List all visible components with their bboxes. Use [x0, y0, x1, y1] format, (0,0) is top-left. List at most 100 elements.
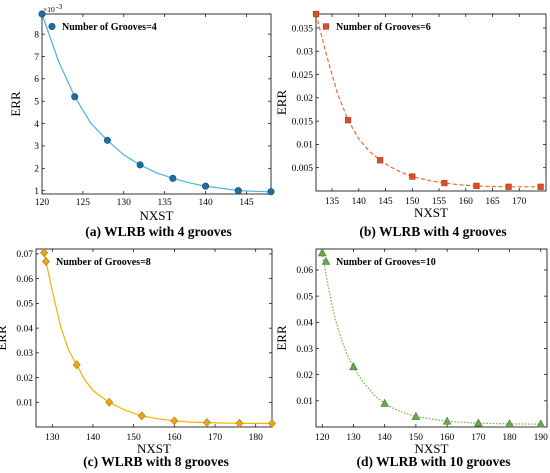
y-axis-label: ERR [274, 325, 289, 351]
y-tick-label: 0.01 [296, 141, 313, 151]
data-point [103, 136, 111, 144]
data-point [474, 418, 483, 427]
x-tick-label: 140 [352, 197, 367, 207]
x-axis-label: NXST [414, 205, 448, 220]
y-tick-label: 0.06 [296, 266, 313, 276]
x-tick-label: 130 [45, 433, 60, 443]
x-tick-label: 130 [117, 198, 132, 208]
x-tick-label: 135 [325, 197, 340, 207]
y-tick-label: 0.02 [296, 94, 313, 104]
y-tick-label: 0.03 [296, 48, 313, 58]
y-axis-label: ERR [274, 90, 289, 116]
data-point [411, 411, 421, 420]
plot-frame [35, 248, 273, 428]
series-1 [317, 248, 546, 428]
y-tick-label: 3 [34, 142, 39, 152]
x-tick-label: 180 [502, 433, 517, 443]
legend-marker [322, 23, 330, 30]
series-1 [40, 248, 277, 428]
data-point [202, 182, 210, 190]
legend-marker [41, 257, 51, 266]
panel-1: 120 125 130 135 140 145 1 2 3 4 5 6 7 8 ×10 -3 NXST ERR Nu… [8, 2, 275, 239]
y-tick-label: 0.03 [296, 345, 313, 355]
data-point [202, 418, 211, 427]
series-line [41, 13, 272, 193]
data-point [312, 10, 320, 18]
data-point [505, 183, 512, 190]
y-tick-label: 0.03 [16, 349, 33, 359]
plot-frame [315, 248, 548, 428]
y-axis-label: ERR [8, 91, 23, 117]
data-point [441, 179, 448, 187]
y-tick-label: 1 [34, 187, 39, 197]
data-point [137, 411, 146, 421]
x-tick-label: 150 [405, 197, 420, 207]
series-line [43, 252, 273, 425]
y-tick-label: 4 [34, 120, 39, 130]
data-point [71, 93, 79, 101]
panel-2: 135 140 145 150 155 160 165 170 0.005 0.01 0.015 0.… [274, 10, 547, 239]
data-point [380, 398, 389, 407]
y-multiplier: ×10 [43, 5, 55, 14]
x-tick-label: 120 [315, 433, 330, 443]
plot-frame [41, 13, 272, 195]
data-point [235, 418, 244, 428]
y-tick-label: 0.02 [16, 374, 33, 384]
x-tick-label: 160 [459, 197, 474, 207]
data-point [38, 10, 46, 18]
y-tick-label: 0.07 [16, 250, 33, 260]
x-tick-label: 150 [409, 433, 424, 443]
y-tick-label: 0.05 [16, 300, 33, 310]
data-point [72, 360, 81, 370]
y-tick-label: 6 [34, 75, 39, 85]
series-1 [38, 10, 275, 196]
y-tick-label: 8 [34, 30, 39, 40]
x-tick-label: 145 [378, 197, 393, 207]
x-tick-label: 140 [378, 433, 393, 443]
y-tick-label: 0.05 [296, 292, 313, 302]
legend-marker [321, 256, 331, 265]
x-tick-label: 125 [76, 198, 91, 208]
x-tick-label: 165 [485, 197, 500, 207]
x-tick-label: 130 [346, 433, 361, 443]
x-tick-label: 120 [35, 198, 50, 208]
data-point [442, 416, 452, 425]
y-tick-label: 0.005 [292, 164, 314, 174]
x-tick-label: 155 [432, 197, 447, 207]
series-line [315, 13, 541, 188]
y-tick-label: 0.02 [296, 371, 313, 381]
data-point [409, 173, 416, 180]
x-tick-label: 140 [198, 198, 213, 208]
data-point [267, 188, 275, 196]
panel-3: 130 140 150 160 170 180 0.01 0.02 0.03 0.04 0.05 0.… [0, 248, 277, 469]
y-tick-label: 0.035 [292, 24, 314, 34]
data-point [344, 117, 352, 124]
x-tick-label: 145 [239, 198, 254, 208]
x-tick-label: 190 [534, 433, 549, 443]
x-axis-label: NXST [137, 441, 171, 456]
y-tick-label: 0.04 [16, 324, 33, 334]
plot-frame [315, 13, 547, 192]
legend-label: Number of Grooves=10 [336, 257, 436, 268]
series-1 [312, 10, 544, 190]
data-point [40, 248, 49, 258]
panel-4: 120 130 140 150 160 170 180 190 0.01 0.02 0.03 0.04… [274, 248, 549, 469]
data-point [349, 362, 358, 371]
data-point [136, 161, 144, 169]
y-tick-label: 0.01 [296, 397, 313, 407]
y-tick-label: 7 [34, 53, 39, 63]
x-tick-label: 160 [167, 433, 182, 443]
data-point [505, 419, 514, 428]
x-tick-label: 160 [440, 433, 455, 443]
y-tick-label: 0.01 [16, 399, 33, 409]
x-axis-label: NXST [415, 441, 449, 456]
legend-label: Number of Grooves=6 [336, 22, 431, 33]
legend-marker [48, 22, 56, 30]
x-tick-label: 150 [127, 433, 142, 443]
x-tick-label: 180 [249, 433, 264, 443]
data-point [473, 182, 480, 189]
y-tick-label: 0.015 [292, 117, 314, 127]
x-tick-label: 170 [471, 433, 486, 443]
data-point [377, 157, 384, 164]
